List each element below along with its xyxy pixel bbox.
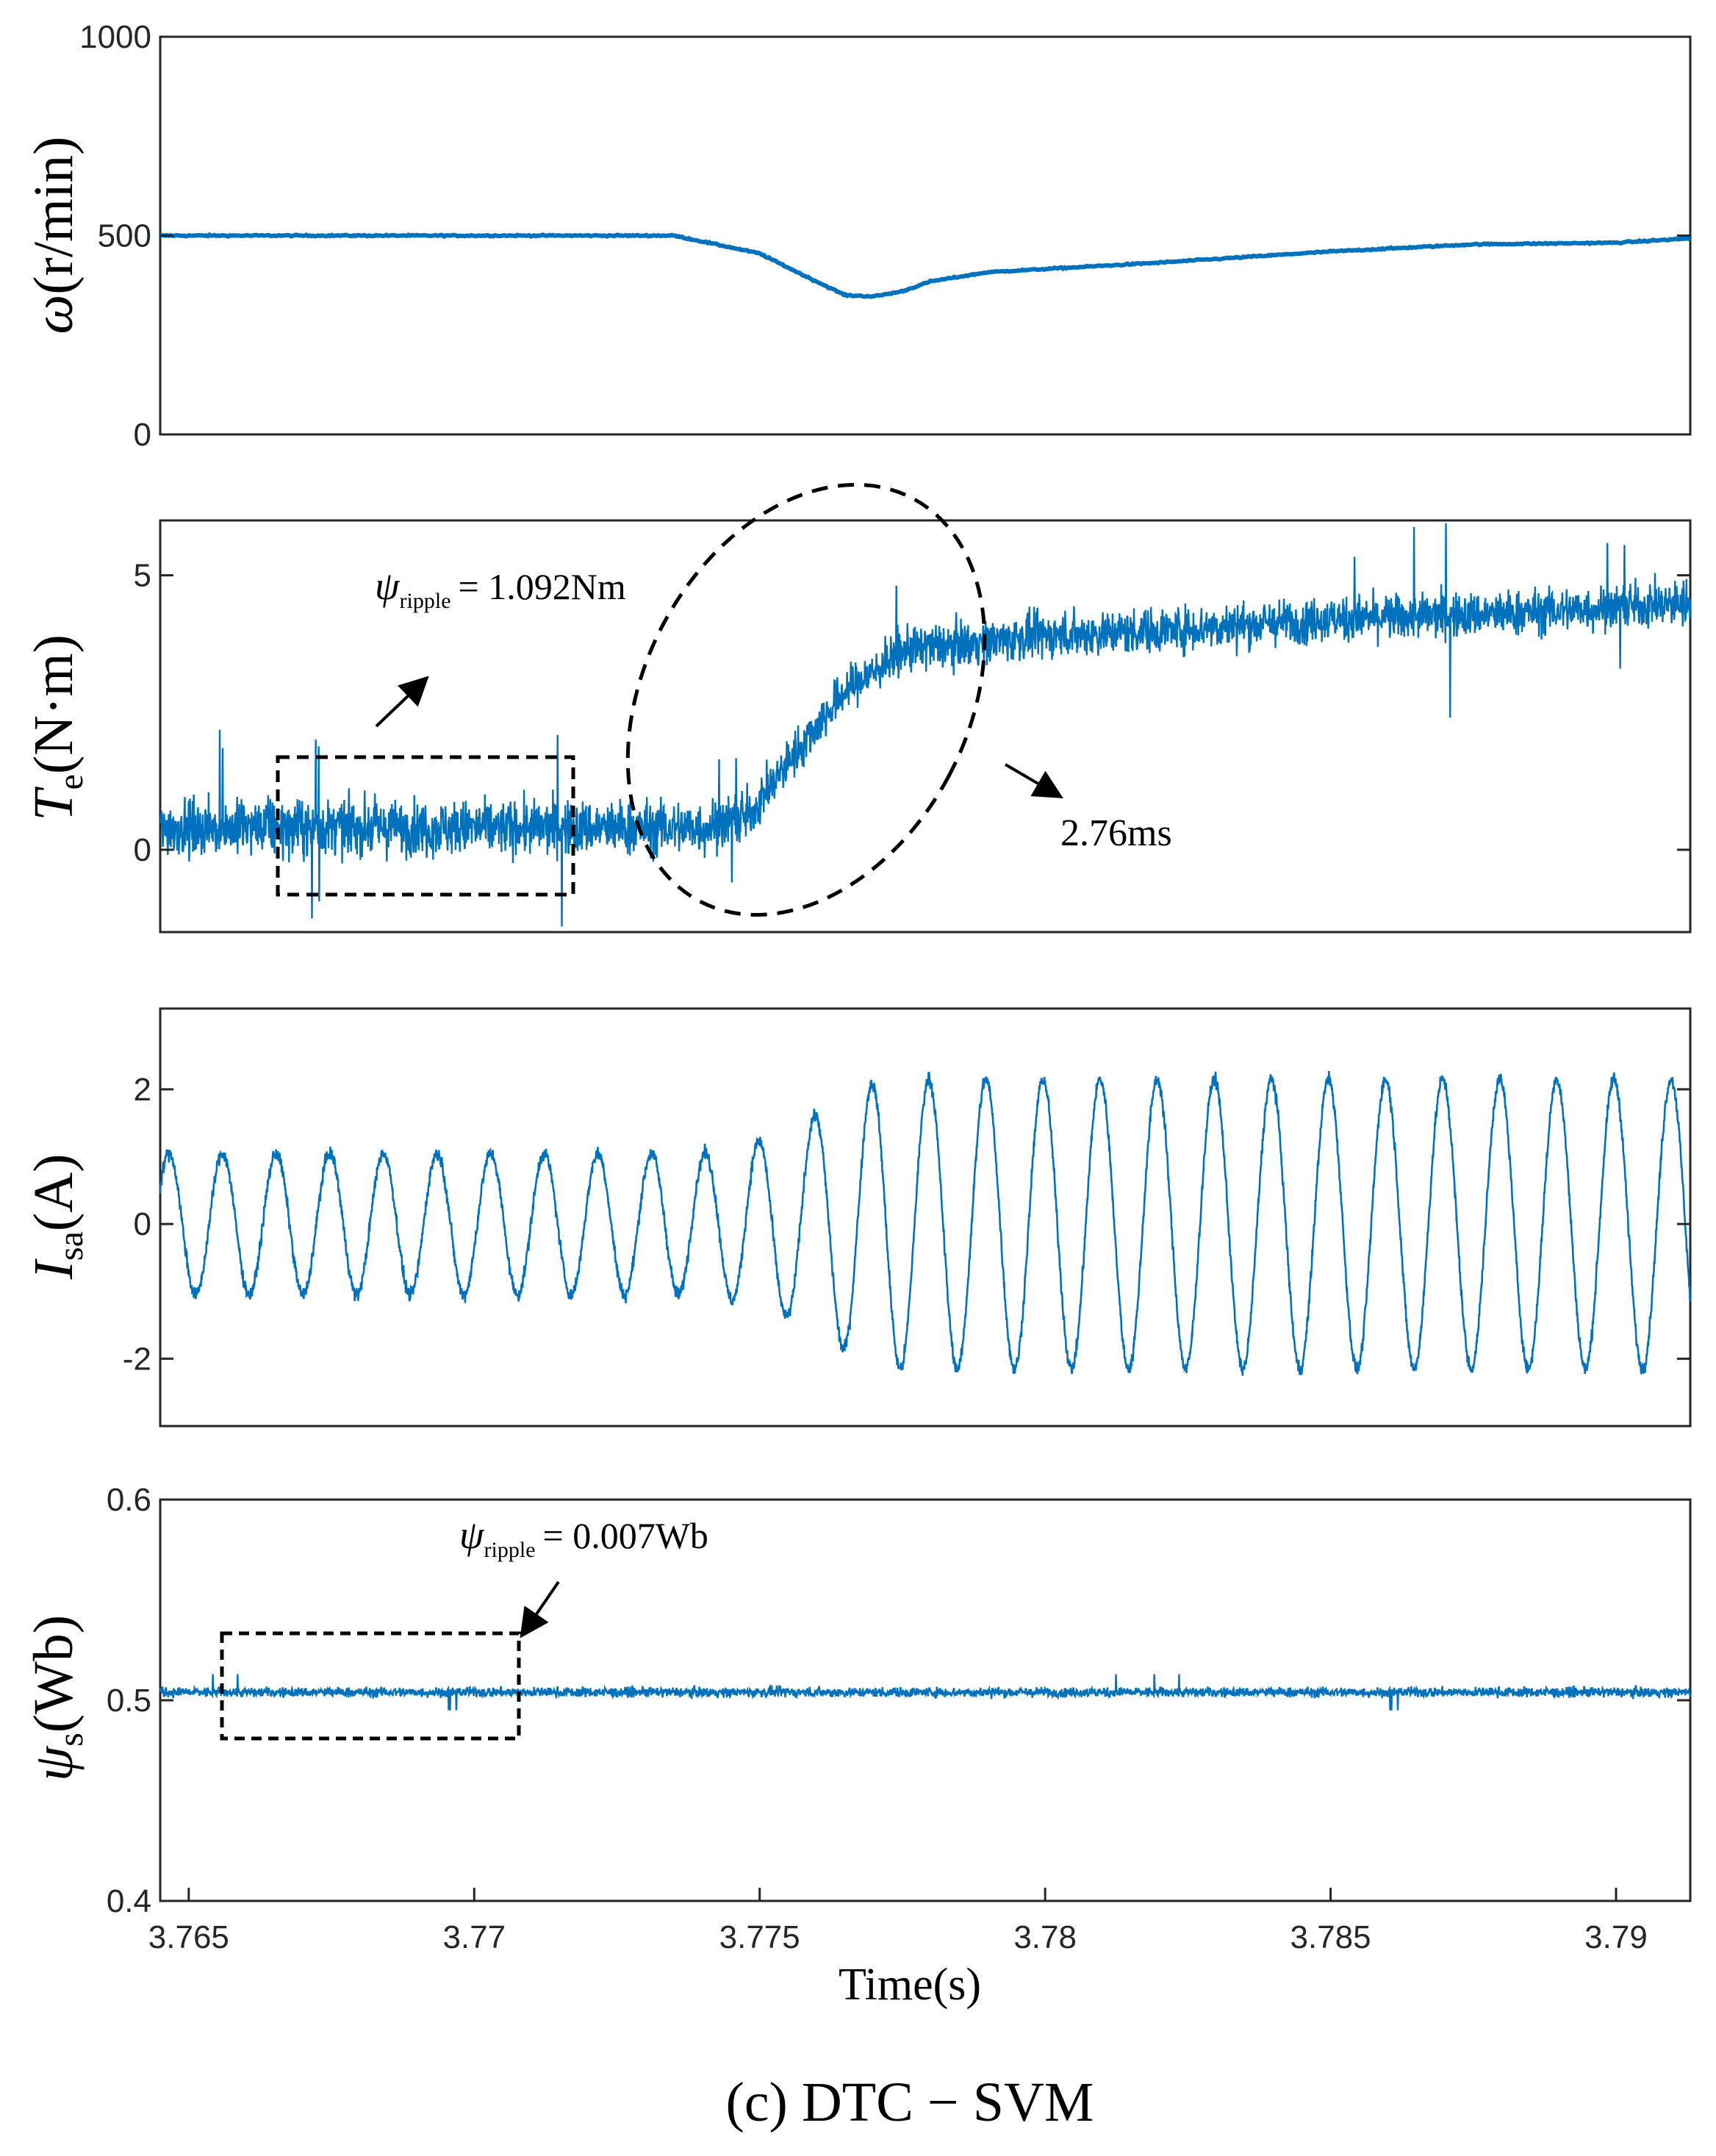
flux-ripple-symbol: ψ (459, 1513, 485, 1557)
flux-trace (159, 1674, 1692, 1711)
flux-ripple-sub: ripple (484, 1538, 536, 1562)
torque-axes-box (159, 519, 1692, 934)
speed-panel: 0 500 1000 ω(r/min) (23, 19, 1692, 453)
current-panel: -2 0 2 Isa(A) (23, 1007, 1692, 1428)
flux-ripple-box (220, 1631, 521, 1741)
speed-trace (159, 232, 1691, 299)
current-axes-box (159, 1007, 1692, 1428)
y-tick-label: 0.5 (107, 1683, 151, 1719)
torque-ylabel-unit: (N·m) (23, 634, 85, 774)
x-axis-label: Time(s) (839, 1960, 981, 2010)
flux-axes-box (159, 1498, 1692, 1902)
figure-caption: (c) DTC − SVM (726, 2071, 1094, 2133)
x-tick-label: 3.78 (1013, 1919, 1077, 1955)
flux-panel: 0.40.50.6 3.765 3.77 3.775 3.78 3.785 3.79 ψs… (23, 1482, 1692, 2010)
transient-ellipse (625, 482, 987, 917)
flux-ripple-arrow (520, 1580, 560, 1639)
flux-y-ticks: 0.4 0.5 0.6 (107, 1482, 1690, 1919)
speed-ylabel: ω(r/min) (23, 137, 85, 334)
x-tick-label: 3.775 (719, 1919, 800, 1955)
transient-arrow (1004, 763, 1063, 799)
flux-ylabel-sub: s (51, 1733, 90, 1747)
current-trace (159, 1070, 1692, 1376)
y-tick-label: 0 (134, 832, 151, 868)
y-tick-label: 1000 (79, 19, 151, 55)
flux-ylabel-symbol: ψ (23, 1745, 85, 1781)
torque-y-ticks: 05 (134, 558, 1690, 868)
y-tick-label: 500 (98, 218, 151, 254)
flux-x-ticks: 3.765 3.77 3.775 3.78 3.785 3.79 (148, 1888, 1648, 1955)
torque-ripple-box (276, 755, 575, 897)
flux-ripple-label: ψripple = 0.007Wb (459, 1513, 708, 1562)
y-tick-label: 0 (134, 417, 151, 453)
current-ylabel-unit: (A) (23, 1154, 85, 1232)
torque-ylabel-sub: e (51, 774, 90, 789)
x-tick-label: 3.765 (148, 1919, 229, 1955)
y-tick-label: -2 (123, 1341, 151, 1377)
y-tick-label: 0.6 (107, 1482, 151, 1518)
speed-y-ticks: 0 500 1000 (79, 19, 1690, 453)
torque-ylabel: Te(N·m) (23, 634, 90, 821)
x-tick-label: 3.77 (442, 1919, 506, 1955)
torque-ripple-value: = 1.092Nm (459, 566, 626, 607)
y-tick-label: 2 (134, 1072, 151, 1108)
current-ylabel-symbol: I (23, 1258, 85, 1280)
torque-panel: 05 Te(N·m) ψripple = 1.092Nm 2.76ms (23, 482, 1692, 934)
flux-ripple-value: = 0.007Wb (543, 1515, 708, 1556)
current-y-ticks: -2 0 2 (123, 1072, 1690, 1377)
speed-ylabel-unit: (r/min) (23, 137, 85, 295)
torque-ripple-arrow (375, 676, 429, 728)
flux-ylabel: ψs(Wb) (23, 1615, 90, 1781)
torque-ripple-symbol: ψ (375, 564, 401, 608)
x-tick-label: 3.785 (1290, 1919, 1371, 1955)
y-tick-label: 0.4 (107, 1883, 151, 1919)
transient-time-label: 2.76ms (1060, 812, 1172, 854)
current-ylabel: Isa(A) (23, 1154, 90, 1281)
speed-ylabel-symbol: ω (23, 295, 85, 334)
flux-ylabel-unit: (Wb) (23, 1615, 85, 1733)
y-tick-label: 0 (134, 1206, 151, 1242)
x-tick-label: 3.79 (1584, 1919, 1648, 1955)
torque-trace (159, 523, 1692, 927)
torque-ripple-label: ψripple = 1.092Nm (375, 564, 626, 613)
current-ylabel-sub: sa (51, 1231, 90, 1261)
torque-ripple-sub: ripple (400, 589, 451, 613)
torque-ylabel-symbol: T (23, 787, 85, 821)
y-tick-label: 5 (134, 558, 151, 594)
